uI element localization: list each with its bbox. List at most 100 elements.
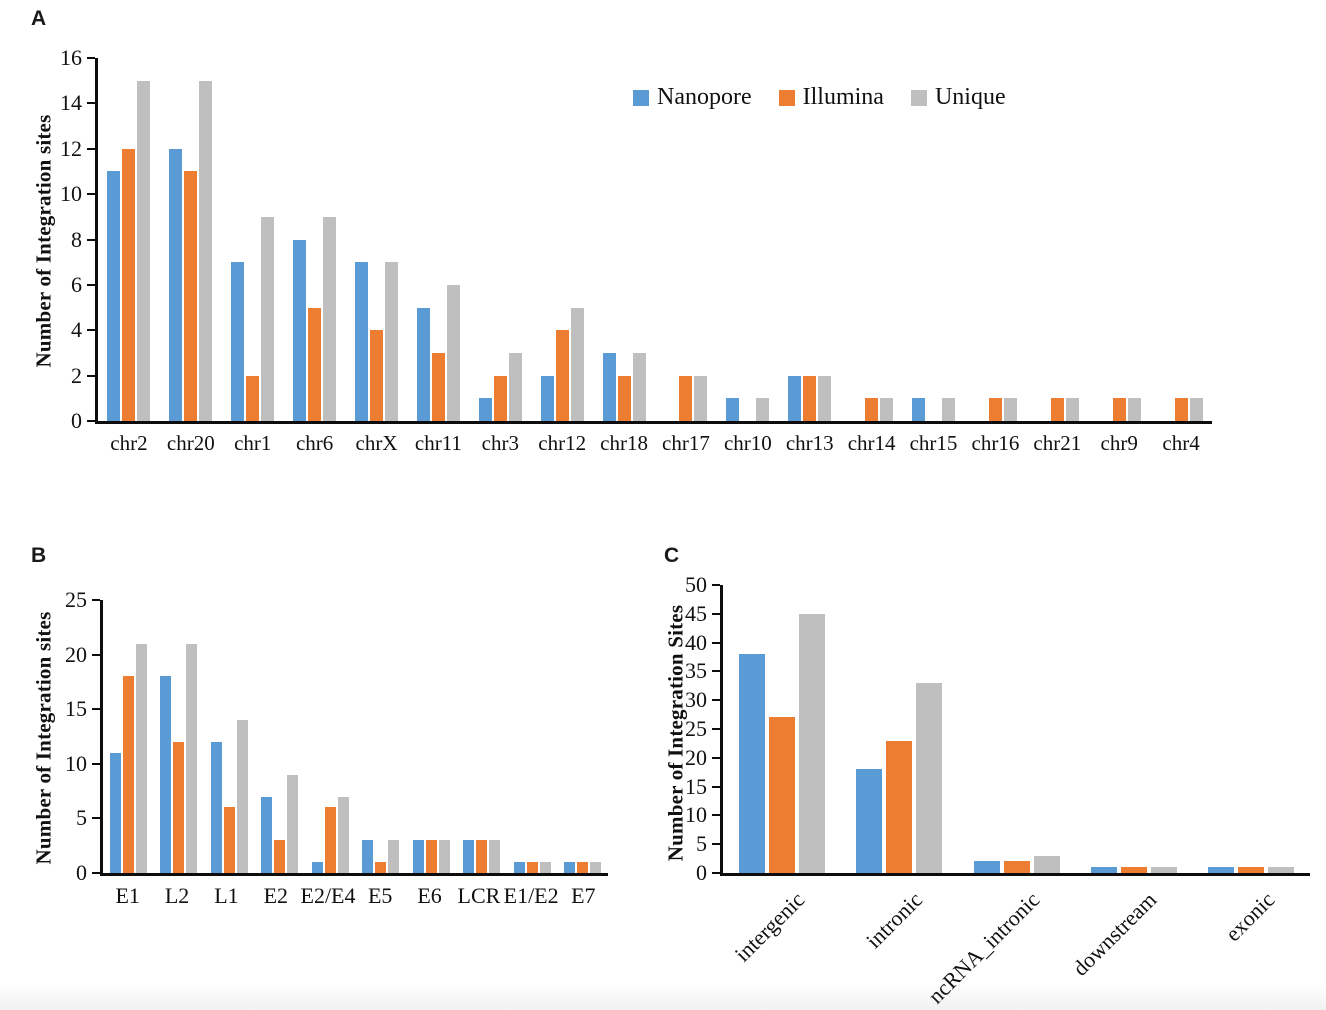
y-tick-mark <box>87 57 95 59</box>
bar-group-chr2 <box>98 58 160 421</box>
bar-unique-ncRNA_intronic <box>1033 855 1060 873</box>
x-axis-labels: E1 L2 L1 E2 E2/E4 E5 E6 LCR E1/E2 E7 <box>103 883 608 909</box>
bar-illumina-chr20 <box>184 171 198 421</box>
bar-illumina-E1 <box>122 676 134 873</box>
bar-illumina-chr13 <box>803 375 817 421</box>
y-tick-label: 35 <box>685 658 707 684</box>
bar-nanopore-E2/E4 <box>311 862 323 873</box>
bar-illumina-intergenic <box>768 717 795 873</box>
y-tick-label: 14 <box>60 90 82 116</box>
x-axis-label-E1/E2: E1/E2 <box>503 883 559 908</box>
bar-illumina-chr1 <box>246 375 260 421</box>
x-axis-label-L1: L1 <box>214 883 239 908</box>
x-axis-label-chr20: chr20 <box>166 431 215 455</box>
y-tick-label: 50 <box>685 572 707 597</box>
y-tick-label: 25 <box>65 587 87 612</box>
bar-group-chr17 <box>655 58 717 421</box>
y-tick-label: 0 <box>696 860 707 885</box>
bar-unique-chr6 <box>323 216 337 421</box>
x-axis-label-E6: E6 <box>417 883 442 908</box>
y-tick-mark <box>712 843 720 846</box>
bar-group-E2/E4 <box>305 600 356 873</box>
bar-unique-L2 <box>186 643 198 873</box>
bar-group-ncRNA_intronic <box>958 585 1075 873</box>
bar-group-intronic <box>840 585 957 873</box>
bar-illumina-chr21 <box>1050 398 1064 421</box>
x-axis-label-E2/E4: E2/E4 <box>300 883 356 908</box>
y-tick-mark <box>712 785 720 788</box>
y-tick-label: 6 <box>71 271 82 297</box>
bar-group-E1/E2 <box>507 600 558 873</box>
bar-group-L2 <box>154 600 205 873</box>
x-axis-label-chr18: chr18 <box>600 431 648 455</box>
x-axis-label-downstream: downstream <box>1067 887 1162 981</box>
bar-group-chr15 <box>903 58 965 421</box>
bar-unique-chrX <box>385 262 398 421</box>
bar-nanopore-chr20 <box>169 148 183 421</box>
x-axis-label-LCR: LCR <box>457 883 501 908</box>
bar-unique-chr18 <box>632 352 646 421</box>
y-tick-mark <box>712 872 720 874</box>
legend-swatch-icon <box>778 89 795 106</box>
y-tick-mark <box>87 193 95 196</box>
bar-group-chr16 <box>964 58 1026 421</box>
bar-unique-chr15 <box>942 398 956 421</box>
bar-unique-chr17 <box>694 375 708 421</box>
bar-unique-chr3 <box>508 352 522 421</box>
bar-nanopore-chr18 <box>602 352 616 421</box>
bar-illumina-chr16 <box>988 398 1002 421</box>
y-tick-mark <box>712 756 720 759</box>
bar-illumina-chr18 <box>617 375 631 421</box>
bar-group-chr18 <box>593 58 655 421</box>
bar-group-chr9 <box>1088 58 1150 421</box>
bar-group-chr6 <box>284 58 346 421</box>
legend-swatch-icon <box>633 89 649 106</box>
bar-group-L1 <box>204 600 255 873</box>
legend-item-illumina: Illumina <box>778 84 884 111</box>
bar-illumina-intronic <box>886 740 913 873</box>
legend-item-unique: Unique <box>910 84 1006 111</box>
bar-unique-exonic <box>1268 867 1295 873</box>
bar-illumina-E1/E2 <box>526 862 538 873</box>
y-tick-mark <box>92 599 100 601</box>
bar-illumina-L1 <box>223 807 235 873</box>
y-tick-mark <box>87 420 95 422</box>
bar-unique-intergenic <box>798 613 825 873</box>
bar-group-downstream <box>1075 585 1192 873</box>
y-tick-label: 15 <box>65 696 87 722</box>
y-tick-mark <box>712 728 720 730</box>
x-axis-label-chr6: chr6 <box>295 431 334 455</box>
y-tick-label: 16 <box>60 45 82 70</box>
bar-groups <box>103 600 608 873</box>
bar-nanopore-L2 <box>160 676 172 873</box>
legend-item-nanopore: Nanopore <box>633 84 752 111</box>
bar-nanopore-chr2 <box>107 171 121 421</box>
y-tick-label: 5 <box>76 805 87 831</box>
bar-unique-downstream <box>1150 867 1177 873</box>
panel-b-label: B <box>31 544 47 567</box>
bar-nanopore-chr3 <box>478 398 492 421</box>
bar-illumina-LCR <box>476 840 488 873</box>
y-tick-label: 45 <box>685 600 707 626</box>
y-tick-mark <box>712 814 720 817</box>
bar-group-E1 <box>103 600 154 873</box>
y-tick-label: 4 <box>71 317 82 343</box>
bar-nanopore-exonic <box>1208 867 1235 873</box>
x-axis-label-chr12: chr12 <box>538 431 587 455</box>
y-tick-label: 20 <box>65 641 87 667</box>
y-tick-label: 8 <box>71 226 82 252</box>
y-tick-label: 2 <box>71 362 82 388</box>
bar-illumina-exonic <box>1238 867 1265 873</box>
bar-group-chrX <box>346 58 408 421</box>
bar-group-E2 <box>255 600 306 873</box>
bar-group-E7 <box>558 600 609 873</box>
x-axis-label-chr14: chr14 <box>847 431 896 455</box>
bar-illumina-chr2 <box>122 148 136 421</box>
bar-group-chr20 <box>160 58 222 421</box>
bar-nanopore-chr11 <box>416 307 430 421</box>
x-axis-label-L2: L2 <box>164 883 190 908</box>
bar-nanopore-LCR <box>463 840 475 873</box>
y-tick-mark <box>92 817 100 820</box>
bar-illumina-chr6 <box>308 307 322 421</box>
chart-c-plot-area: 0 5 10 15 20 25 30 35 40 45 50 intergenic intronic nc… <box>685 574 1310 1008</box>
